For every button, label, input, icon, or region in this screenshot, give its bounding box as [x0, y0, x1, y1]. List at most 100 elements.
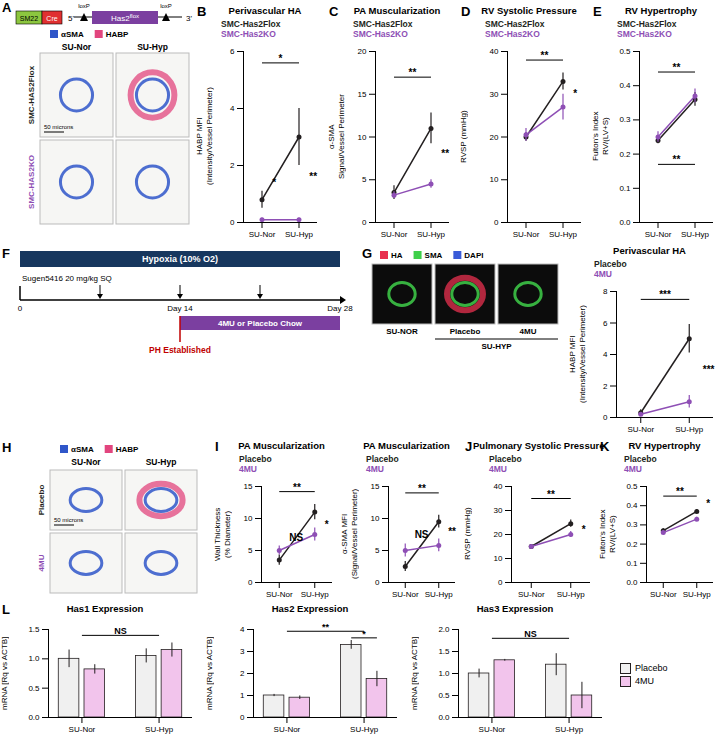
svg-text:0.4: 0.4: [626, 501, 638, 510]
svg-text:SU-Hyp: SU-Hyp: [555, 725, 584, 734]
svg-text:1.0: 1.0: [438, 669, 450, 678]
svg-text:NS: NS: [524, 629, 537, 639]
svg-text:SMC-HAS2Flox: SMC-HAS2Flox: [27, 65, 36, 124]
svg-text:10: 10: [494, 554, 503, 563]
svg-text:**: **: [409, 67, 417, 78]
svg-text:**: **: [322, 622, 330, 632]
svg-text:4: 4: [230, 104, 235, 113]
svg-text:Placebo: Placebo: [37, 485, 46, 516]
svg-text:2.0: 2.0: [438, 625, 450, 634]
svg-text:HABP: HABP: [116, 445, 139, 454]
svg-text:Day 28: Day 28: [327, 304, 353, 313]
svg-text:10: 10: [490, 175, 499, 184]
svg-text:L: L: [2, 602, 10, 617]
svg-text:SU-Nor: SU-Nor: [69, 725, 96, 734]
svg-text:E: E: [593, 4, 602, 19]
svg-text:4MU: 4MU: [520, 327, 537, 336]
svg-text:2: 2: [230, 161, 235, 170]
svg-text:SU-Hyp: SU-Hyp: [557, 590, 586, 599]
svg-text:0.5: 0.5: [28, 684, 40, 693]
svg-text:20: 20: [490, 133, 499, 142]
svg-text:A: A: [2, 0, 12, 15]
svg-text:4: 4: [603, 350, 608, 359]
svg-text:SU-Hyp: SU-Hyp: [145, 725, 174, 734]
svg-text:Day 14: Day 14: [167, 304, 193, 313]
svg-text:*: *: [272, 177, 276, 188]
svg-text:10: 10: [371, 514, 380, 523]
svg-text:0: 0: [240, 713, 245, 722]
svg-text:SU-Nor: SU-Nor: [513, 230, 540, 239]
svg-text:1.0: 1.0: [28, 654, 40, 663]
svg-text:D: D: [461, 4, 470, 19]
svg-text:SU-Hyp: SU-Hyp: [683, 590, 712, 599]
svg-text:6: 6: [230, 47, 235, 56]
svg-text:SU-Hyp: SU-Hyp: [285, 230, 314, 239]
svg-text:50 microns: 50 microns: [44, 124, 73, 130]
svg-text:0: 0: [603, 413, 608, 422]
svg-text:F: F: [2, 246, 10, 261]
svg-text:H: H: [2, 440, 11, 455]
svg-text:10: 10: [358, 133, 367, 142]
svg-text:0.1: 0.1: [626, 559, 638, 568]
svg-text:0.3: 0.3: [619, 115, 631, 124]
svg-text:40: 40: [490, 47, 499, 56]
svg-text:5: 5: [375, 546, 380, 555]
svg-text:*: *: [582, 524, 586, 535]
svg-text:1.5: 1.5: [28, 625, 40, 634]
svg-text:SU-Nor: SU-Nor: [627, 425, 654, 434]
svg-text:HABP: HABP: [106, 30, 129, 39]
svg-text:**: **: [673, 154, 681, 165]
svg-text:5: 5: [362, 175, 367, 184]
svg-text:SMA: SMA: [425, 251, 443, 260]
svg-text:SU-Hyp: SU-Hyp: [681, 230, 710, 239]
svg-text:K: K: [600, 439, 610, 454]
svg-text:1.5: 1.5: [438, 647, 450, 656]
svg-text:***: ***: [659, 289, 671, 300]
svg-text:0: 0: [375, 578, 380, 587]
svg-text:HA: HA: [391, 251, 403, 260]
svg-text:2: 2: [603, 382, 608, 391]
svg-text:*: *: [573, 88, 577, 99]
svg-text:*: *: [325, 519, 329, 530]
svg-text:8: 8: [603, 287, 608, 296]
svg-text:SU-Hyp: SU-Hyp: [417, 230, 446, 239]
svg-text:SU-Hyp: SU-Hyp: [675, 425, 704, 434]
svg-text:15: 15: [358, 90, 367, 99]
svg-text:NS: NS: [415, 529, 429, 540]
svg-text:SU-Hyp: SU-Hyp: [425, 590, 454, 599]
svg-text:0: 0: [248, 578, 253, 587]
svg-text:0: 0: [362, 218, 367, 227]
svg-text:0.2: 0.2: [619, 150, 631, 159]
svg-text:SU-Hyp: SU-Hyp: [549, 230, 578, 239]
svg-text:0: 0: [494, 218, 499, 227]
svg-text:2: 2: [240, 669, 245, 678]
svg-text:0.2: 0.2: [626, 540, 638, 549]
svg-text:SU-Nor: SU-Nor: [71, 457, 101, 467]
svg-text:30: 30: [494, 506, 503, 515]
svg-text:***: ***: [703, 364, 715, 375]
svg-text:G: G: [362, 246, 372, 261]
svg-text:**: **: [448, 526, 456, 537]
svg-text:B: B: [197, 4, 206, 19]
svg-text:40: 40: [494, 482, 503, 491]
svg-text:1: 1: [240, 691, 245, 700]
svg-text:*: *: [362, 629, 366, 639]
svg-text:SU-Hyp: SU-Hyp: [350, 725, 379, 734]
svg-text:4: 4: [240, 625, 245, 634]
svg-text:SU-Hyp: SU-Hyp: [301, 590, 330, 599]
svg-text:αSMA: αSMA: [71, 445, 94, 454]
svg-text:20: 20: [358, 47, 367, 56]
svg-text:**: **: [673, 62, 681, 73]
svg-text:SU-Nor: SU-Nor: [266, 590, 293, 599]
svg-text:SU-Nor: SU-Nor: [274, 725, 301, 734]
svg-text:50 microns: 50 microns: [54, 517, 83, 523]
svg-text:SU-Nor: SU-Nor: [381, 230, 408, 239]
svg-text:SU-Nor: SU-Nor: [62, 42, 92, 52]
svg-text:20: 20: [494, 530, 503, 539]
svg-text:0: 0: [230, 218, 235, 227]
svg-text:loxP: loxP: [160, 3, 172, 9]
svg-text:Hypoxia (10% O2): Hypoxia (10% O2): [142, 254, 218, 264]
svg-text:0.0: 0.0: [619, 218, 631, 227]
svg-text:0: 0: [498, 578, 503, 587]
svg-text:Sugen5416 20 mg/kg SQ: Sugen5416 20 mg/kg SQ: [22, 274, 112, 283]
